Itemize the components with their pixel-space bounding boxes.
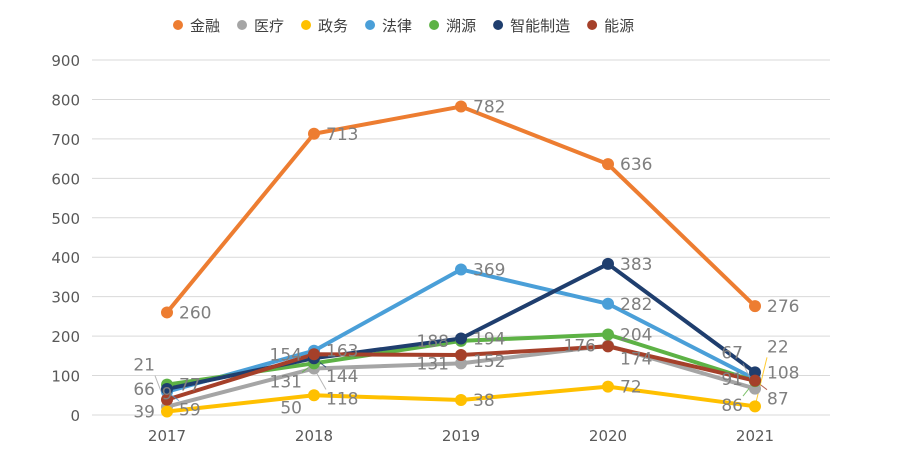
y-tick-label: 800 bbox=[51, 91, 80, 109]
data-point bbox=[749, 400, 761, 413]
legend-label: 医疗 bbox=[254, 17, 284, 35]
data-point bbox=[749, 366, 761, 379]
data-point bbox=[161, 393, 173, 406]
data-point bbox=[455, 332, 467, 345]
gridlines bbox=[92, 59, 830, 416]
y-tick-label: 300 bbox=[51, 289, 80, 307]
data-point bbox=[602, 328, 614, 341]
data-label: 66 bbox=[133, 380, 155, 400]
y-tick-label: 200 bbox=[51, 328, 80, 346]
data-point bbox=[602, 380, 614, 393]
legend-label: 智能制造 bbox=[510, 17, 570, 35]
data-point bbox=[602, 158, 614, 171]
data-label: 9 bbox=[162, 384, 173, 404]
y-tick-label: 900 bbox=[51, 52, 80, 70]
legend-marker bbox=[429, 20, 440, 30]
y-tick-label: 500 bbox=[51, 210, 80, 228]
data-point bbox=[602, 297, 614, 310]
data-label: 713 bbox=[326, 125, 358, 145]
data-label: 22 bbox=[767, 337, 789, 357]
data-label: 204 bbox=[620, 326, 652, 346]
legend-marker bbox=[365, 20, 376, 30]
data-point bbox=[161, 405, 173, 418]
data-point bbox=[161, 382, 173, 395]
data-label: 194 bbox=[473, 329, 505, 349]
legend-label: 法律 bbox=[382, 17, 412, 35]
data-label: 118 bbox=[326, 389, 358, 409]
data-label: 108 bbox=[767, 363, 799, 383]
data-point bbox=[455, 263, 467, 276]
legend-label: 能源 bbox=[604, 17, 634, 35]
data-label: 152 bbox=[473, 352, 505, 372]
data-label: 144 bbox=[326, 367, 358, 387]
data-label: 188 bbox=[417, 332, 449, 352]
data-label: 87 bbox=[767, 390, 789, 410]
y-tick-label: 700 bbox=[51, 131, 80, 149]
data-label: 131 bbox=[417, 354, 449, 374]
legend-label: 溯源 bbox=[446, 17, 476, 35]
data-label: 176 bbox=[564, 337, 596, 357]
data-point bbox=[455, 394, 467, 407]
x-tick-label: 2021 bbox=[736, 427, 774, 445]
data-label: 383 bbox=[620, 255, 652, 275]
data-label: 154 bbox=[270, 345, 302, 365]
x-tick-label: 2018 bbox=[295, 427, 333, 445]
data-label: 21 bbox=[133, 356, 155, 376]
x-tick-label: 2020 bbox=[589, 427, 627, 445]
x-tick-label: 2019 bbox=[442, 427, 480, 445]
data-label: 67 bbox=[721, 344, 743, 364]
data-label: 38 bbox=[473, 391, 495, 411]
y-tick-label: 600 bbox=[51, 170, 80, 188]
data-label: 163 bbox=[326, 342, 358, 362]
y-tick-label: 100 bbox=[51, 368, 80, 386]
legend-marker bbox=[587, 20, 598, 30]
data-label: 131 bbox=[270, 372, 302, 392]
series-line bbox=[166, 261, 757, 391]
data-label: 260 bbox=[179, 303, 211, 323]
data-label: 39 bbox=[133, 403, 155, 423]
data-label: 59 bbox=[179, 401, 201, 421]
legend-label: 政务 bbox=[318, 17, 348, 35]
data-point bbox=[308, 348, 320, 361]
data-point bbox=[749, 300, 761, 313]
legend-marker bbox=[237, 20, 248, 30]
y-tick-label: 400 bbox=[51, 249, 80, 267]
data-label: 174 bbox=[620, 349, 652, 369]
legend-marker bbox=[301, 20, 312, 30]
data-label: 86 bbox=[721, 396, 743, 416]
data-label: 276 bbox=[767, 297, 799, 317]
legend-marker bbox=[173, 20, 183, 30]
data-label: 50 bbox=[280, 398, 302, 418]
data-label: 282 bbox=[620, 295, 652, 315]
data-label: 782 bbox=[473, 98, 505, 118]
data-point bbox=[161, 306, 173, 319]
data-label: 369 bbox=[473, 260, 505, 280]
data-point bbox=[455, 357, 467, 370]
data-point bbox=[602, 340, 614, 353]
data-label: 636 bbox=[620, 155, 652, 175]
legend-label: 金融 bbox=[190, 17, 220, 35]
leader-line bbox=[754, 357, 768, 407]
data-point bbox=[455, 100, 467, 113]
legend-marker bbox=[493, 20, 504, 30]
data-point bbox=[308, 127, 320, 140]
data-label: 72 bbox=[620, 378, 642, 398]
data-label: 77 bbox=[179, 376, 201, 396]
data-point bbox=[308, 389, 320, 402]
data-point bbox=[455, 349, 467, 362]
data-label: 91 bbox=[721, 370, 743, 390]
data-point bbox=[602, 257, 614, 270]
x-tick-label: 2017 bbox=[148, 427, 186, 445]
y-tick-label: 0 bbox=[70, 407, 80, 425]
series-line bbox=[165, 104, 757, 314]
data-points bbox=[161, 100, 761, 418]
data-point bbox=[749, 374, 761, 387]
